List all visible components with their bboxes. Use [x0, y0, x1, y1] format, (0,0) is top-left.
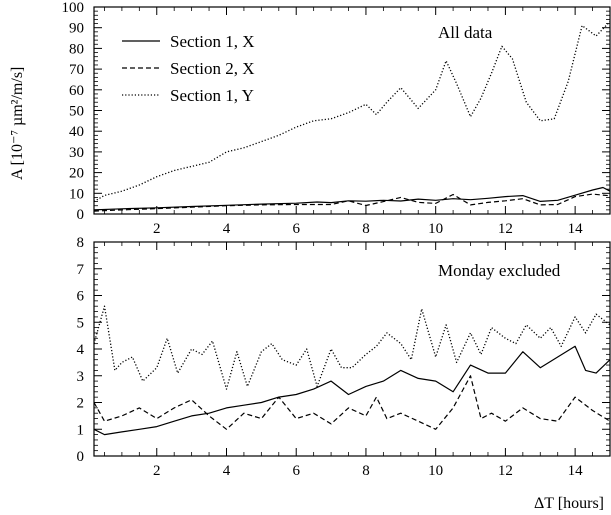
y-tick-label: 8	[77, 235, 85, 251]
x-tick-label: 6	[292, 463, 300, 479]
x-tick-label: 4	[223, 221, 231, 237]
legend: Section 1, X Section 2, X Section 1, Y	[122, 32, 255, 105]
bottom-annotation: Monday excluded	[438, 261, 561, 280]
bottom-series	[93, 305, 611, 436]
y-tick-label: 6	[77, 289, 85, 305]
top-annotation: All data	[438, 23, 493, 42]
y-tick-label: 80	[69, 41, 84, 57]
y-tick-label: 2	[77, 396, 85, 412]
x-tick-label: 2	[153, 463, 161, 479]
x-tick-label: 14	[568, 463, 584, 479]
x-tick-label: 12	[498, 221, 513, 237]
y-tick-label: 1	[77, 422, 85, 438]
y-tick-label: 70	[69, 62, 84, 78]
x-tick-label: 8	[362, 463, 370, 479]
y-tick-label: 90	[69, 21, 84, 37]
series-line-2	[93, 193, 611, 212]
y-tick-label: 7	[77, 262, 85, 278]
x-tick-label: 2	[153, 221, 161, 237]
y-tick-label: 30	[69, 145, 84, 161]
x-tick-label: 14	[568, 221, 584, 237]
x-tick-label: 6	[292, 221, 300, 237]
y-axis-title: A [10⁻⁷ µm²/m/s]	[9, 67, 26, 180]
series-line-3	[93, 305, 611, 390]
y-tick-label: 0	[77, 207, 85, 223]
x-tick-label: 12	[498, 463, 513, 479]
x-tick-label: 8	[362, 221, 370, 237]
y-tick-label: 3	[77, 369, 85, 385]
series-line-1	[93, 186, 611, 211]
bottom-ticks	[94, 241, 611, 457]
top-series	[93, 21, 611, 212]
top-ticks	[94, 6, 611, 215]
top-panel: 2 4 6 8 10 12 14 0 10 20 30 40 50 60 70 80 90 100 Section…	[62, 0, 611, 237]
x-tick-label: 10	[428, 463, 443, 479]
x-axis-title: ΔT [hours]	[534, 495, 604, 512]
y-tick-label: 4	[77, 342, 85, 358]
y-tick-label: 20	[69, 166, 84, 182]
legend-label-series-3: Section 1, Y	[170, 86, 254, 105]
y-tick-label: 10	[69, 186, 84, 202]
y-tick-label: 0	[77, 449, 85, 465]
y-tick-label: 40	[69, 124, 84, 140]
y-tick-label: 100	[62, 0, 85, 16]
legend-label-series-1: Section 1, X	[170, 32, 255, 51]
series-line-2	[93, 375, 611, 430]
y-tick-label: 60	[69, 83, 84, 99]
y-tick-label: 5	[77, 315, 85, 331]
top-tick-labels: 2 4 6 8 10 12 14 0 10 20 30 40 50 60 70 80 90 100	[62, 0, 584, 237]
x-tick-label: 4	[223, 463, 231, 479]
x-tick-label: 10	[428, 221, 443, 237]
legend-label-series-2: Section 2, X	[170, 59, 255, 78]
series-line-1	[93, 345, 611, 436]
y-tick-label: 50	[69, 104, 84, 120]
